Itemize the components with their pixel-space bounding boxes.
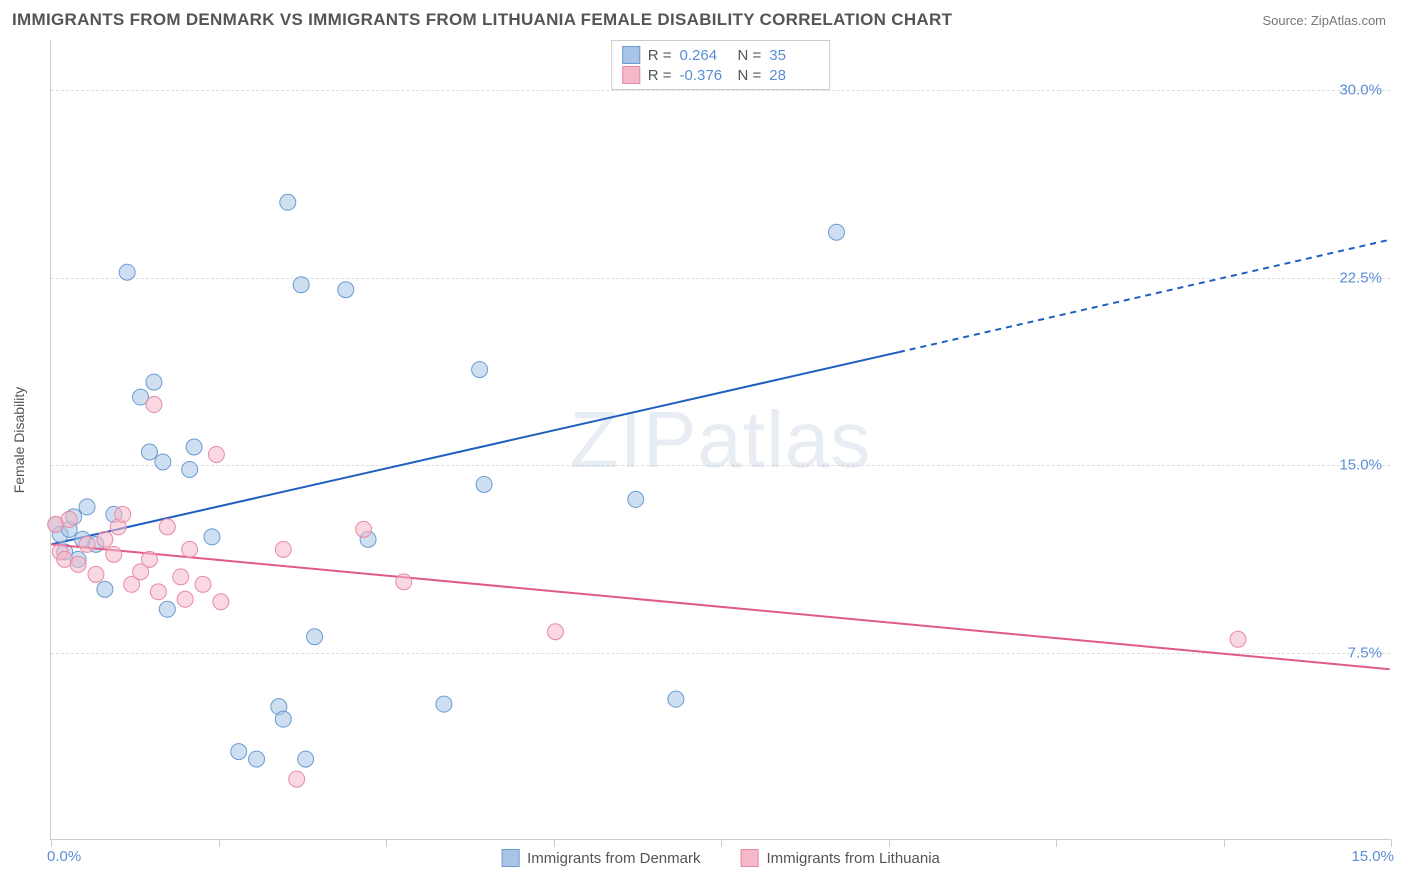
data-point	[356, 521, 372, 537]
x-tick	[1224, 839, 1225, 847]
legend-item-denmark: Immigrants from Denmark	[501, 849, 700, 867]
data-point	[195, 576, 211, 592]
data-point	[97, 531, 113, 547]
x-axis-max-label: 15.0%	[1351, 848, 1394, 865]
chart-title: IMMIGRANTS FROM DENMARK VS IMMIGRANTS FR…	[12, 10, 952, 30]
data-point	[150, 584, 166, 600]
data-point	[79, 536, 95, 552]
legend-series: Immigrants from Denmark Immigrants from …	[501, 849, 940, 867]
data-point	[155, 454, 171, 470]
legend-label-denmark: Immigrants from Denmark	[527, 850, 700, 867]
data-point	[146, 397, 162, 413]
data-point	[396, 574, 412, 590]
data-point	[668, 691, 684, 707]
trend-line	[51, 544, 1389, 669]
data-point	[298, 751, 314, 767]
x-tick	[386, 839, 387, 847]
data-point	[204, 529, 220, 545]
data-point	[208, 446, 224, 462]
n-value-lithuania: 28	[769, 67, 819, 84]
swatch-denmark	[622, 46, 640, 64]
legend-label-lithuania: Immigrants from Lithuania	[766, 850, 939, 867]
data-point	[476, 476, 492, 492]
data-point	[1230, 631, 1246, 647]
scatter-plot	[51, 40, 1390, 839]
r-value-denmark: 0.264	[680, 47, 730, 64]
data-point	[79, 499, 95, 515]
n-label: N =	[738, 67, 762, 84]
data-point	[213, 594, 229, 610]
data-point	[275, 711, 291, 727]
data-point	[88, 566, 104, 582]
data-point	[106, 546, 122, 562]
data-point	[141, 444, 157, 460]
data-point	[628, 491, 644, 507]
trend-line-dashed	[899, 240, 1390, 352]
data-point	[115, 506, 131, 522]
r-value-lithuania: -0.376	[680, 67, 730, 84]
data-point	[186, 439, 202, 455]
legend-item-lithuania: Immigrants from Lithuania	[740, 849, 939, 867]
source-attribution: Source: ZipAtlas.com	[1262, 13, 1386, 28]
legend-row-lithuania: R = -0.376 N = 28	[622, 65, 820, 85]
swatch-denmark	[501, 849, 519, 867]
r-label: R =	[648, 47, 672, 64]
title-bar: IMMIGRANTS FROM DENMARK VS IMMIGRANTS FR…	[0, 0, 1406, 36]
data-point	[547, 624, 563, 640]
data-point	[177, 591, 193, 607]
data-point	[828, 224, 844, 240]
data-point	[289, 771, 305, 787]
legend-row-denmark: R = 0.264 N = 35	[622, 45, 820, 65]
data-point	[472, 362, 488, 378]
x-tick	[554, 839, 555, 847]
chart-area: Female Disability ZIPatlas R = 0.264 N =…	[50, 40, 1390, 840]
data-point	[293, 277, 309, 293]
data-point	[275, 541, 291, 557]
data-point	[141, 551, 157, 567]
n-value-denmark: 35	[769, 47, 819, 64]
swatch-lithuania	[622, 66, 640, 84]
trend-line	[51, 352, 899, 544]
x-tick	[889, 839, 890, 847]
data-point	[61, 511, 77, 527]
x-tick	[721, 839, 722, 847]
data-point	[338, 282, 354, 298]
n-label: N =	[738, 47, 762, 64]
x-tick	[1391, 839, 1392, 847]
legend-correlation: R = 0.264 N = 35 R = -0.376 N = 28	[611, 40, 831, 90]
data-point	[70, 556, 86, 572]
data-point	[159, 519, 175, 535]
r-label: R =	[648, 67, 672, 84]
data-point	[97, 581, 113, 597]
x-tick	[51, 839, 52, 847]
data-point	[119, 264, 135, 280]
data-point	[436, 696, 452, 712]
x-tick	[1056, 839, 1057, 847]
data-point	[146, 374, 162, 390]
data-point	[307, 629, 323, 645]
data-point	[173, 569, 189, 585]
data-point	[182, 461, 198, 477]
data-point	[182, 541, 198, 557]
data-point	[280, 194, 296, 210]
data-point	[159, 601, 175, 617]
x-tick	[219, 839, 220, 847]
swatch-lithuania	[740, 849, 758, 867]
data-point	[231, 744, 247, 760]
y-axis-title: Female Disability	[11, 386, 27, 493]
x-axis-min-label: 0.0%	[47, 848, 81, 865]
data-point	[249, 751, 265, 767]
